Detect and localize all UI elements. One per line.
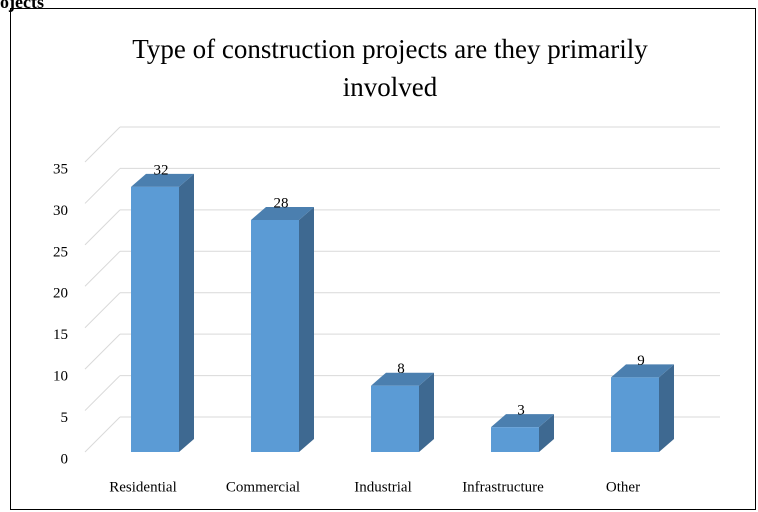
value-label: 28 (274, 195, 289, 211)
y-tick-label: 5 (61, 410, 69, 426)
x-tick-label: Commercial (226, 479, 300, 495)
y-tick-label: 30 (53, 203, 68, 219)
y-tick-label: 25 (53, 244, 68, 260)
bar-top (371, 372, 434, 386)
grid-line (84, 250, 121, 287)
grid-line (84, 168, 121, 204)
y-tick-label: 20 (53, 286, 68, 302)
y-tick-label: 10 (53, 369, 68, 385)
bar-top (611, 364, 674, 378)
value-label: 9 (637, 353, 645, 369)
y-tick-label: 35 (53, 161, 68, 177)
grid-line (84, 126, 121, 163)
bar-side (659, 364, 674, 452)
value-label: 8 (397, 361, 405, 377)
grid-line (84, 209, 121, 246)
bar (491, 427, 539, 452)
bar-side (419, 372, 434, 452)
value-label: 32 (154, 162, 169, 178)
x-tick-label: Residential (109, 479, 177, 495)
x-tick-label: Industrial (354, 479, 412, 495)
chart-frame (10, 8, 756, 510)
chart-title: Type of construction projects are they p… (132, 34, 648, 102)
grid-line (84, 416, 121, 453)
y-tick-label: 15 (53, 327, 68, 343)
bar-side (299, 207, 314, 452)
bar-side (539, 414, 554, 452)
bar (371, 385, 419, 452)
bar (131, 186, 179, 452)
grid-line (84, 292, 121, 329)
y-tick-label: 0 (61, 451, 69, 467)
bar (251, 220, 299, 452)
bar-top (251, 207, 314, 220)
x-tick-label: Other (606, 479, 640, 495)
x-tick-label: Infrastructure (462, 479, 544, 495)
bar-top (491, 414, 554, 428)
bar-side (179, 173, 194, 452)
bar (611, 377, 659, 452)
grid-line (84, 333, 121, 370)
value-label: 3 (517, 403, 525, 419)
grid-line (84, 375, 121, 411)
bar-top (131, 173, 194, 187)
